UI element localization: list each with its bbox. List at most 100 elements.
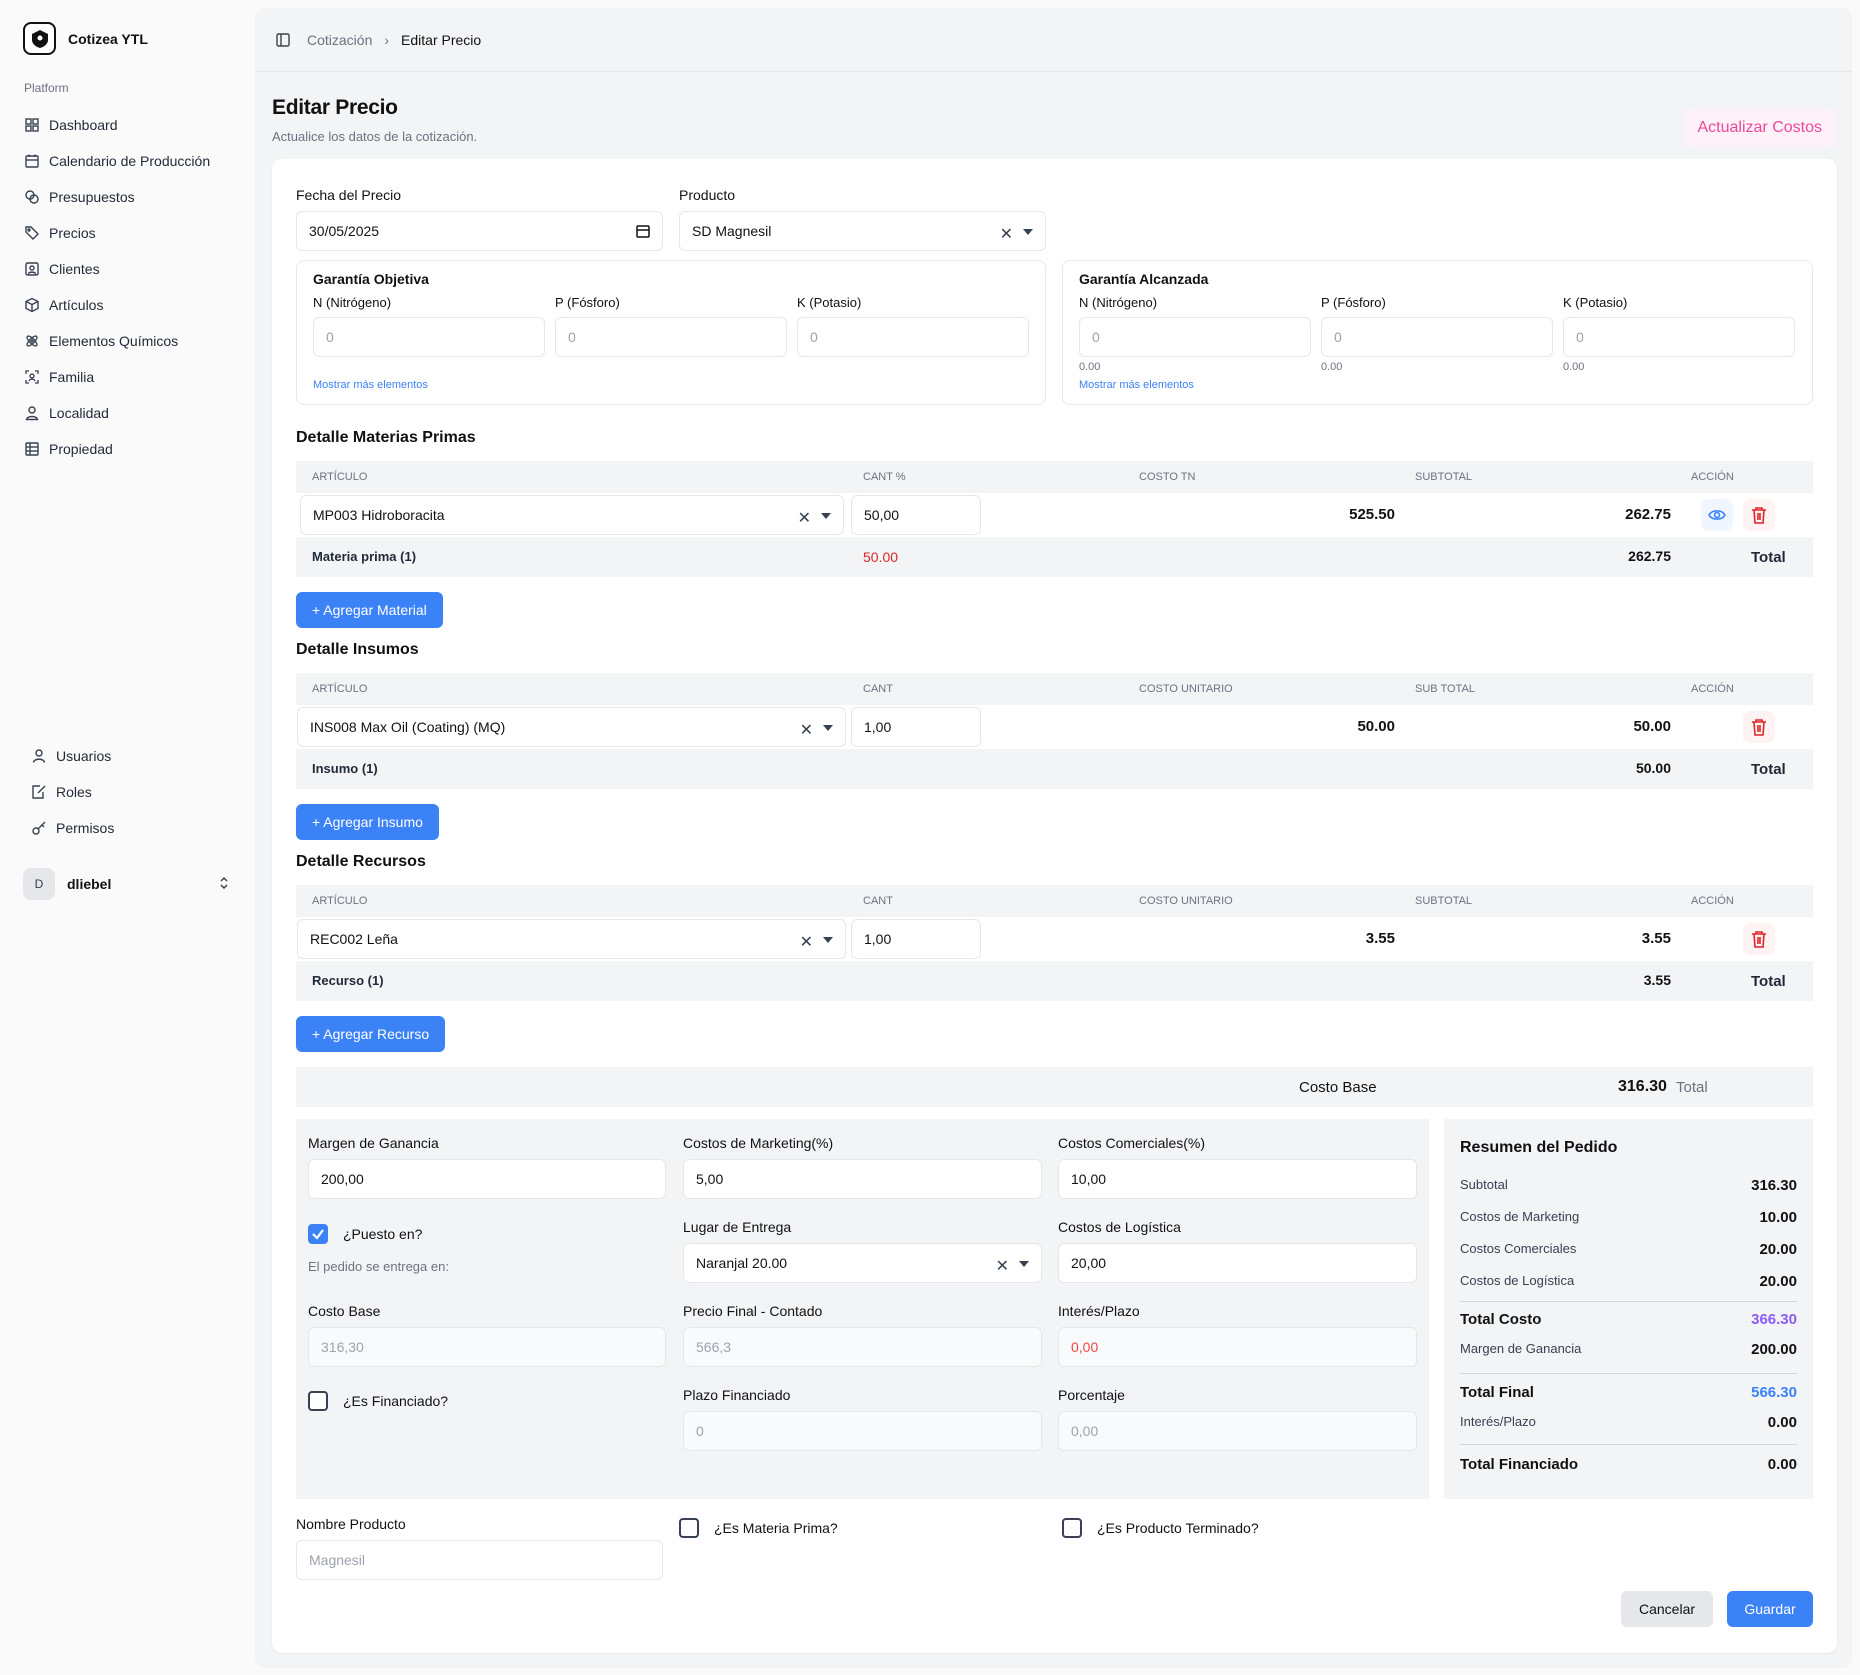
cant-input[interactable]: 1,00 — [851, 707, 981, 747]
cant-input[interactable]: 50,00 — [851, 495, 981, 535]
producto-select[interactable]: SD Magnesil ✕ — [679, 211, 1046, 251]
costo-base-input: 316,30 — [308, 1327, 666, 1367]
articulo-select[interactable]: MP003 Hidroboracita ✕ — [300, 495, 844, 535]
footer-total-label: Total — [1751, 973, 1786, 990]
comerciales-label: Costos Comerciales(%) — [1058, 1135, 1206, 1151]
clear-icon[interactable]: ✕ — [797, 510, 811, 527]
logistica-label: Costos de Logística — [1058, 1219, 1181, 1235]
n-alcanzada-value: 0.00 — [1079, 361, 1101, 373]
mostrar-mas-link[interactable]: Mostrar más elementos — [313, 379, 428, 391]
sidebar-item-elementos-quimicos[interactable]: Elementos Químicos — [24, 323, 234, 359]
update-costs-button[interactable]: Actualizar Costos — [1683, 109, 1836, 147]
margen-input[interactable]: 200,00 — [308, 1159, 666, 1199]
clear-icon[interactable]: ✕ — [799, 934, 813, 951]
n-alcanzada-input[interactable]: 0 — [1079, 317, 1311, 357]
logistica-input[interactable]: 20,00 — [1058, 1243, 1417, 1283]
chevron-down-icon[interactable] — [1023, 229, 1033, 235]
sidebar-item-label: Elementos Químicos — [49, 333, 179, 349]
calendar-icon — [25, 154, 39, 168]
entrega-note: El pedido se entrega en: — [308, 1259, 449, 1274]
costo-base-field-label: Costo Base — [308, 1303, 381, 1319]
clear-icon[interactable]: ✕ — [995, 1258, 1009, 1275]
col-accion: ACCIÓN — [1691, 683, 1734, 695]
materia-prima-checkbox[interactable] — [679, 1518, 699, 1538]
chevron-down-icon[interactable] — [823, 725, 833, 731]
producto-value: SD Magnesil — [692, 223, 772, 239]
marketing-input[interactable]: 5,00 — [683, 1159, 1042, 1199]
p-label: P (Fósforo) — [555, 295, 620, 310]
sidebar-item-precios[interactable]: Precios — [24, 215, 234, 251]
add-material-button[interactable]: + Agregar Material — [296, 592, 443, 628]
summary-value: 0.00 — [1767, 1456, 1797, 1473]
table-icon — [25, 442, 39, 456]
sidebar-item-usuarios[interactable]: Usuarios — [31, 738, 231, 774]
sidebar-item-clientes[interactable]: Clientes — [24, 251, 234, 287]
sidebar-item-roles[interactable]: Roles — [31, 774, 231, 810]
fecha-input[interactable]: 30/05/2025 — [296, 211, 663, 251]
lugar-select[interactable]: Naranjal 20.00 ✕ — [683, 1243, 1042, 1283]
chevron-down-icon[interactable] — [821, 513, 831, 519]
sidebar-item-propiedad[interactable]: Propiedad — [24, 431, 234, 467]
clear-icon[interactable]: ✕ — [999, 226, 1013, 243]
nombre-producto-input[interactable]: Magnesil — [296, 1540, 663, 1580]
articulo-select[interactable]: INS008 Max Oil (Coating) (MQ) ✕ — [297, 707, 846, 747]
table-row: INS008 Max Oil (Coating) (MQ) ✕ 1,00 50.… — [296, 705, 1813, 749]
financiado-checkbox[interactable] — [308, 1391, 328, 1411]
delete-button[interactable] — [1743, 499, 1775, 531]
summary-divider — [1460, 1373, 1797, 1374]
sidebar-toggle-icon[interactable] — [275, 32, 291, 48]
k-alcanzada-input[interactable]: 0 — [1563, 317, 1795, 357]
app-logo-icon — [23, 22, 56, 55]
puesto-checkbox[interactable] — [308, 1224, 328, 1244]
p-objetiva-input[interactable]: 0 — [555, 317, 787, 357]
add-insumo-button[interactable]: + Agregar Insumo — [296, 804, 439, 840]
tags-icon — [25, 226, 39, 240]
calendar-icon[interactable] — [636, 223, 650, 242]
user-menu[interactable]: D dliebel — [23, 867, 233, 901]
cant-input[interactable]: 1,00 — [851, 919, 981, 959]
delete-button[interactable] — [1743, 923, 1775, 955]
summary-row-comerciales: Costos Comerciales 20.00 — [1460, 1241, 1797, 1258]
producto-terminado-label: ¿Es Producto Terminado? — [1097, 1520, 1259, 1536]
delete-button[interactable] — [1743, 711, 1775, 743]
producto-terminado-checkbox[interactable] — [1062, 1518, 1082, 1538]
sidebar-item-permisos[interactable]: Permisos — [31, 810, 231, 846]
sidebar-item-presupuestos[interactable]: Presupuestos — [24, 179, 234, 215]
cancel-button[interactable]: Cancelar — [1621, 1591, 1713, 1627]
table-row: REC002 Leña ✕ 1,00 3.55 3.55 — [296, 917, 1813, 961]
brand[interactable]: Cotizea YTL — [23, 22, 148, 55]
sidebar-item-localidad[interactable]: Localidad — [24, 395, 234, 431]
breadcrumb-parent[interactable]: Cotización — [307, 31, 373, 48]
summary-row-total-financiado: Total Financiado 0.00 — [1460, 1456, 1797, 1473]
save-button[interactable]: Guardar — [1727, 1591, 1813, 1627]
sidebar-item-label: Dashboard — [49, 117, 118, 133]
col-articulo: ARTÍCULO — [312, 683, 368, 695]
col-articulo: ARTÍCULO — [312, 471, 368, 483]
materias-footer: Materia prima (1) 50.00 262.75 Total — [296, 537, 1813, 577]
p-alcanzada-input[interactable]: 0 — [1321, 317, 1553, 357]
costo-base-bar: Costo Base 316.30 Total — [296, 1067, 1813, 1107]
materias-table-header: ARTÍCULO CANT % COSTO TN SUBTOTAL ACCIÓN — [296, 461, 1813, 493]
materia-prima-label: ¿Es Materia Prima? — [714, 1520, 838, 1536]
add-recurso-button[interactable]: + Agregar Recurso — [296, 1016, 446, 1052]
trash-icon — [1752, 719, 1766, 736]
view-button[interactable] — [1701, 499, 1733, 531]
articulo-select[interactable]: REC002 Leña ✕ — [297, 919, 846, 959]
precio-final-input: 566,3 — [683, 1327, 1042, 1367]
costo-base-suffix: Total — [1676, 1079, 1708, 1096]
chevron-down-icon[interactable] — [1019, 1261, 1029, 1267]
sidebar-item-label: Usuarios — [56, 748, 112, 764]
sidebar-item-calendario[interactable]: Calendario de Producción — [24, 143, 234, 179]
mostrar-mas-link[interactable]: Mostrar más elementos — [1079, 379, 1194, 391]
sidebar-item-dashboard[interactable]: Dashboard — [24, 107, 234, 143]
subtotal-value: 262.75 — [1625, 506, 1671, 523]
sidebar-admin-nav: Usuarios Roles Permisos — [31, 738, 231, 846]
comerciales-input[interactable]: 10,00 — [1058, 1159, 1417, 1199]
n-objetiva-input[interactable]: 0 — [313, 317, 545, 357]
chevron-down-icon[interactable] — [823, 937, 833, 943]
clear-icon[interactable]: ✕ — [799, 722, 813, 739]
k-objetiva-input[interactable]: 0 — [797, 317, 1029, 357]
sidebar-item-familia[interactable]: Familia — [24, 359, 234, 395]
sidebar-item-articulos[interactable]: Artículos — [24, 287, 234, 323]
topbar: Cotización › Editar Precio — [255, 8, 1852, 72]
